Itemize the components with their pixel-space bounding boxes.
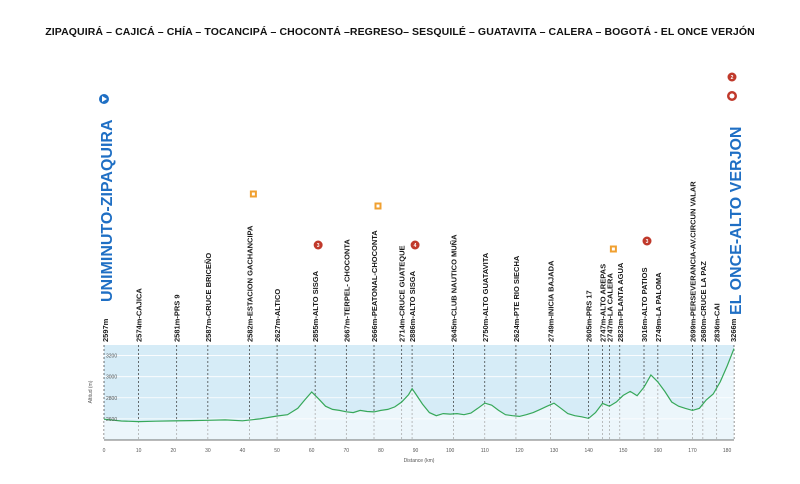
finish-altitude-label: 3266m xyxy=(729,318,738,342)
climb-category-icon xyxy=(727,72,737,82)
x-tick-label: 80 xyxy=(378,448,384,454)
plot-area xyxy=(103,345,735,441)
finish-name-label: EL ONCE-ALTO VERJON xyxy=(728,127,745,315)
checkpoint-label: 2714m-CRUCE GUATEQUE xyxy=(398,245,407,342)
x-tick-label: 40 xyxy=(240,448,246,454)
checkpoint-label: 2747m-ALTO AREPAS xyxy=(598,264,607,342)
sprint-flag-mark xyxy=(251,192,255,196)
checkpoint-label: 2699m-PERSEVERANCIA-AV.CIRCUN VALAR xyxy=(688,181,697,342)
x-tick-label: 130 xyxy=(550,448,559,454)
route-title: ZIPAQUIRÁ – CAJICÁ – CHÍA – TOCANCIPÁ – … xyxy=(45,26,755,38)
x-tick-label: 180 xyxy=(723,448,732,454)
sprint-flag-mark xyxy=(611,247,615,251)
climb-category-text: 2 xyxy=(731,75,734,81)
y-tick-label: 3000 xyxy=(106,375,117,381)
finish-marker: 2 xyxy=(727,72,737,101)
checkpoint-label: 2749m-LA PALOMA xyxy=(654,272,663,342)
start-arrow-glyph xyxy=(102,96,107,102)
checkpoint-label: 2886m-ALTO SISGA xyxy=(408,270,417,342)
checkpoint-label: 2587m-CRUCE BRICEÑO xyxy=(204,253,213,342)
x-axis-title: Distance (km) xyxy=(404,458,435,464)
checkpoint-label: 2747m-LA CALERA xyxy=(605,273,614,342)
x-tick-label: 20 xyxy=(170,448,176,454)
y-tick-label: 2600 xyxy=(106,417,117,423)
checkpoint-label: 2574m-CAJICA xyxy=(135,288,144,342)
climb-category-text: 3 xyxy=(317,243,320,249)
checkpoint-label: 2627m-ALTICO xyxy=(273,289,282,342)
x-tick-label: 90 xyxy=(413,448,419,454)
start-altitude-label: 2597m xyxy=(101,318,110,342)
checkpoint-label: 2750m-ALTO GUATAVITA xyxy=(481,252,490,342)
checkpoint-label: 2581m-PRS 9 xyxy=(173,294,182,342)
x-tick-label: 30 xyxy=(205,448,211,454)
profile-area xyxy=(104,348,734,440)
checkpoint-label: 2582m-ESTACION GACHANCIPA xyxy=(245,225,254,342)
checkpoint-label: 2823m-PLANTA AGUA xyxy=(616,262,625,342)
x-tick-label: 150 xyxy=(619,448,628,454)
checkpoint-label: 2855m-ALTO SISGA xyxy=(311,270,320,342)
x-tick-label: 60 xyxy=(309,448,315,454)
profile-icons: 3 4 3 xyxy=(249,190,652,253)
start-name-label: UNIMINUTO-ZIPAQUIRA xyxy=(99,119,116,302)
checkpoint-labels: 2574m-CAJICA 2581m-PRS 9 2587m-CRUCE BRICE… xyxy=(99,119,745,342)
x-tick-label: 100 xyxy=(446,448,455,454)
checkpoint-label: 2624m-PTE RIO SIECHA xyxy=(512,255,521,342)
x-tick-label: 10 xyxy=(136,448,142,454)
checkpoint-label: 2749m-INICIA BAJADA xyxy=(547,260,556,342)
x-tick-label: 110 xyxy=(481,448,489,454)
x-tick-label: 160 xyxy=(654,448,663,454)
x-tick-label: 50 xyxy=(274,448,280,454)
checkpoint-label: 2667m-TERPEL- CHOCONTA xyxy=(342,239,351,342)
y-tick-label: 3200 xyxy=(106,354,117,360)
checkpoint-label: 2605m-PRS 17 xyxy=(585,290,594,342)
checkpoint-label: 2645m-CLUB NAUTICO MUÑA xyxy=(450,234,459,342)
x-tick-label: 170 xyxy=(688,448,697,454)
finish-flag-inner xyxy=(729,93,735,99)
x-tick-label: 120 xyxy=(515,448,524,454)
sprint-flag-mark xyxy=(376,204,380,208)
checkpoint-label: 3016m-ALTO PATIOS xyxy=(640,268,649,342)
climb-category-icon xyxy=(642,236,652,246)
axis-ticks: 0 10 20 30 40 50 60 70 80 90 100 110 120 130 140 150 160… xyxy=(88,354,731,464)
climb-category-text: 4 xyxy=(414,243,417,249)
start-marker xyxy=(99,94,109,104)
checkpoint-label: 2666m-PEATONAL-CHOCONTA xyxy=(370,230,379,342)
x-tick-label: 140 xyxy=(584,448,593,454)
climb-category-icon xyxy=(313,240,323,250)
x-tick-label: 0 xyxy=(103,448,106,454)
y-axis-title: Altitud (m) xyxy=(88,380,94,403)
checkpoint-label: 2836m-CAI xyxy=(713,303,722,342)
climb-category-text: 3 xyxy=(646,239,649,245)
checkpoint-label: 2680m-CRUCE LA PAZ xyxy=(699,261,708,342)
y-tick-label: 2800 xyxy=(106,396,117,402)
profile-line xyxy=(103,348,735,423)
climb-category-icon xyxy=(410,240,420,250)
x-tick-label: 70 xyxy=(344,448,350,454)
